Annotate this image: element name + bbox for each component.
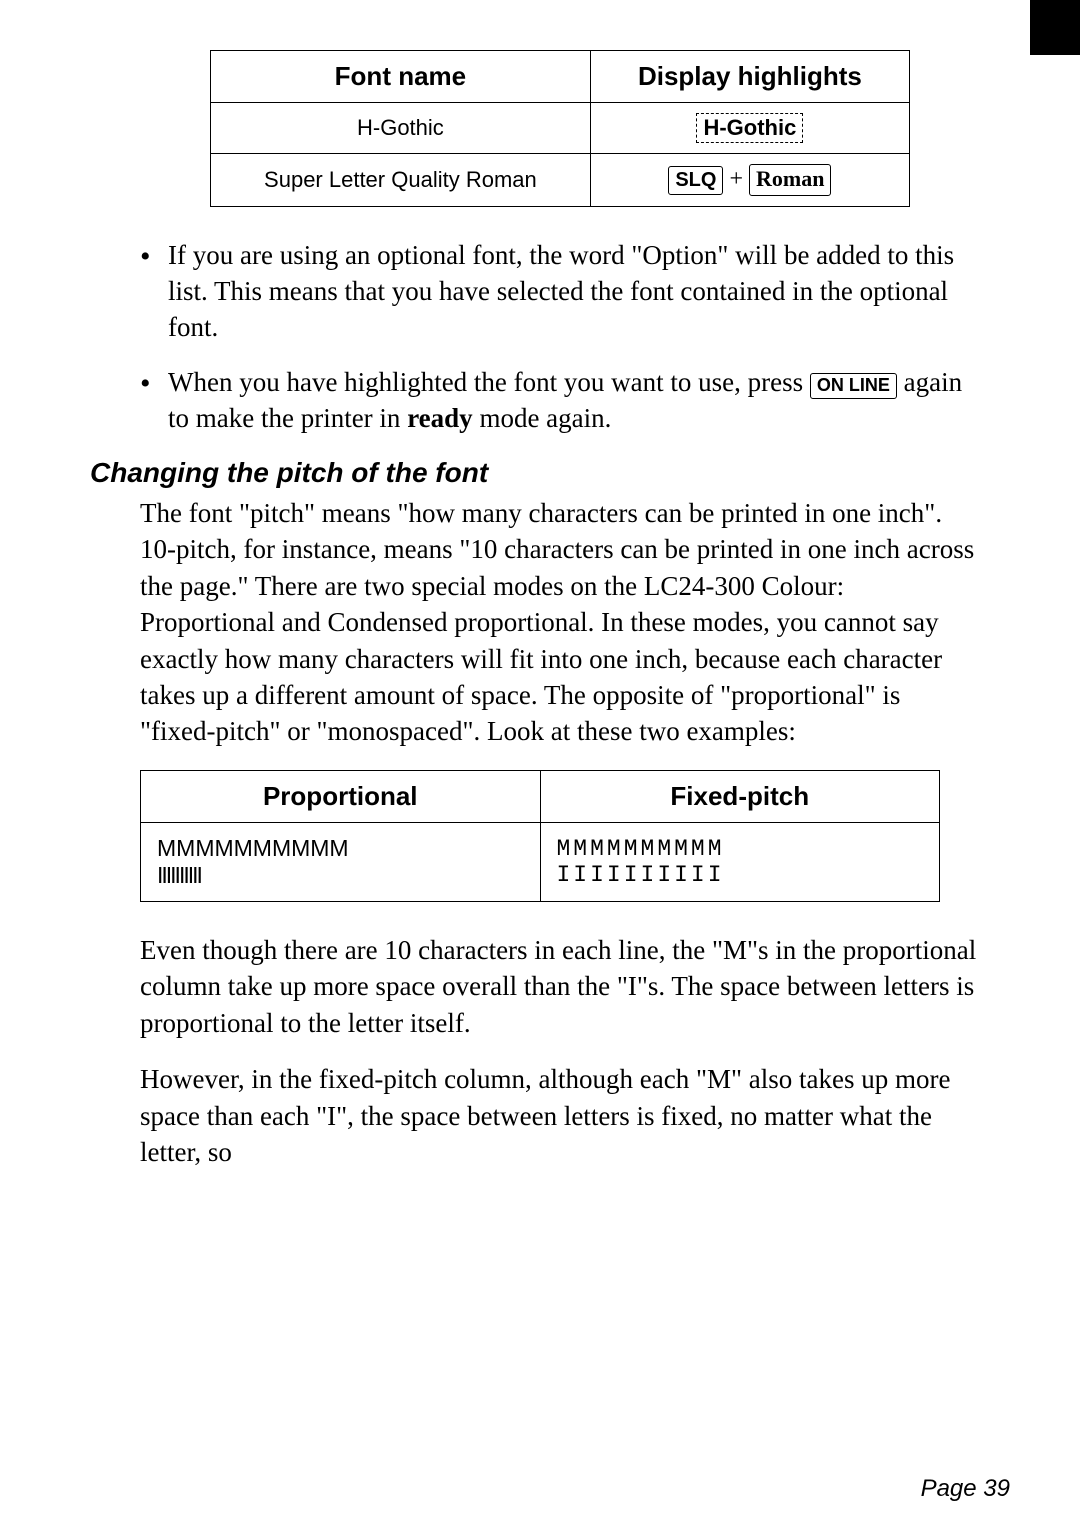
bullet2-text-c: mode again.	[473, 403, 612, 433]
bullet-option-font: If you are using an optional font, the w…	[140, 237, 980, 346]
highlight-hgothic: H-Gothic	[696, 113, 803, 143]
bullet2-ready: ready	[407, 403, 473, 433]
table2-header-fixed: Fixed-pitch	[540, 770, 940, 822]
plus-sign: +	[723, 166, 749, 192]
key-roman: Roman	[749, 164, 831, 196]
table2-prop-cell: MMMMMMMMMM IIIIIIIIII	[141, 822, 541, 901]
page-tab	[1030, 0, 1080, 55]
table1-row2-name: Super Letter Quality Roman	[211, 154, 591, 207]
explanation-para-2: However, in the fixed-pitch column, alth…	[140, 1061, 980, 1170]
section-heading: Changing the pitch of the font	[90, 457, 980, 489]
table1-row1-display: H-Gothic	[590, 103, 909, 154]
table1-header-fontname: Font name	[211, 51, 591, 103]
key-slq: SLQ	[668, 166, 723, 195]
bullet2-text-a: When you have highlighted the font you w…	[168, 367, 810, 397]
table1-row1-name: H-Gothic	[211, 103, 591, 154]
bullet-online: When you have highlighted the font you w…	[140, 364, 980, 437]
bullet-list: If you are using an optional font, the w…	[140, 237, 980, 437]
fixed-i-line: IIIIIIIIII	[557, 862, 924, 888]
key-online: ON LINE	[810, 373, 897, 399]
table2-header-prop: Proportional	[141, 770, 541, 822]
explanation-para-1: Even though there are 10 characters in e…	[140, 932, 980, 1041]
page-number: Page 39	[921, 1475, 1010, 1503]
font-table: Font name Display highlights H-Gothic H-…	[210, 50, 910, 207]
page-content: Font name Display highlights H-Gothic H-…	[60, 50, 1020, 1170]
prop-i-line: IIIIIIIIII	[157, 862, 524, 889]
table2-fixed-cell: MMMMMMMMMM IIIIIIIIII	[540, 822, 940, 901]
prop-m-line: MMMMMMMMMM	[157, 835, 524, 862]
pitch-example-table: Proportional Fixed-pitch MMMMMMMMMM IIII…	[140, 770, 940, 902]
table1-row2-display: SLQ + Roman	[590, 154, 909, 207]
table1-header-display: Display highlights	[590, 51, 909, 103]
pitch-paragraph: The font "pitch" means "how many charact…	[140, 495, 980, 750]
fixed-m-line: MMMMMMMMMM	[557, 836, 924, 862]
